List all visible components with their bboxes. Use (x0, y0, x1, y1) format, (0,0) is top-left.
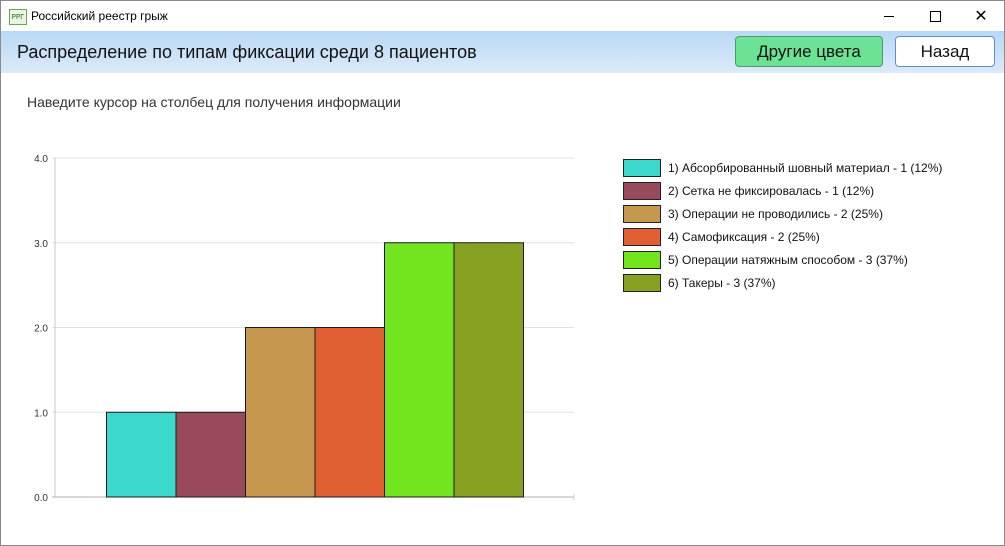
bar-5[interactable] (384, 242, 455, 498)
page-title: Распределение по типам фиксации среди 8 … (17, 42, 477, 62)
y-tick-label: 0.0 (34, 493, 48, 504)
minimize-button[interactable] (866, 1, 912, 31)
minimize-icon (884, 15, 894, 17)
maximize-icon (929, 10, 941, 22)
legend-label: 3) Операции не проводились - 2 (25%) (668, 206, 883, 221)
legend-swatch (623, 227, 661, 246)
title-bar[interactable]: РРГ Российский реестр грыж ✕ (1, 1, 1004, 31)
legend-item: 1) Абсорбированный шовный материал - 1 (… (623, 156, 942, 179)
y-tick-label: 1.0 (34, 408, 48, 419)
back-button[interactable]: Назад (895, 36, 995, 67)
header-bar: Распределение по типам фиксации среди 8 … (1, 31, 1004, 73)
legend-swatch (623, 204, 661, 223)
close-button[interactable]: ✕ (958, 1, 1004, 31)
hover-hint: Наведите курсор на столбец для получения… (27, 94, 401, 110)
legend-item: 2) Сетка не фиксировалась - 1 (12%) (623, 179, 942, 202)
legend-swatch (623, 250, 661, 269)
legend-label: 6) Такеры - 3 (37%) (668, 275, 776, 290)
y-tick-label: 4.0 (34, 154, 48, 165)
window-title: Российский реестр грыж (31, 9, 168, 23)
y-tick-label: 2.0 (34, 324, 48, 335)
bar-2[interactable] (175, 411, 246, 498)
app-logo-icon: РРГ (9, 9, 27, 25)
bar-3[interactable] (245, 327, 316, 498)
legend-swatch (623, 273, 661, 292)
bar-4[interactable] (314, 327, 385, 498)
other-colors-button[interactable]: Другие цвета (735, 36, 883, 67)
legend-label: 5) Операции натяжным способом - 3 (37%) (668, 252, 908, 267)
legend-item: 5) Операции натяжным способом - 3 (37%) (623, 248, 942, 271)
legend-swatch (623, 158, 661, 177)
bar-6[interactable] (453, 242, 524, 498)
chart-legend: 1) Абсорбированный шовный материал - 1 (… (623, 156, 942, 294)
legend-item: 3) Операции не проводились - 2 (25%) (623, 202, 942, 225)
close-icon: ✕ (974, 6, 988, 25)
legend-item: 6) Такеры - 3 (37%) (623, 271, 942, 294)
bar-1[interactable] (106, 411, 177, 498)
legend-item: 4) Самофиксация - 2 (25%) (623, 225, 942, 248)
legend-label: 4) Самофиксация - 2 (25%) (668, 229, 820, 244)
maximize-button[interactable] (912, 1, 958, 31)
legend-label: 2) Сетка не фиксировалась - 1 (12%) (668, 183, 875, 198)
y-tick-label: 3.0 (34, 239, 48, 250)
legend-label: 1) Абсорбированный шовный материал - 1 (… (668, 160, 943, 175)
legend-swatch (623, 181, 661, 200)
